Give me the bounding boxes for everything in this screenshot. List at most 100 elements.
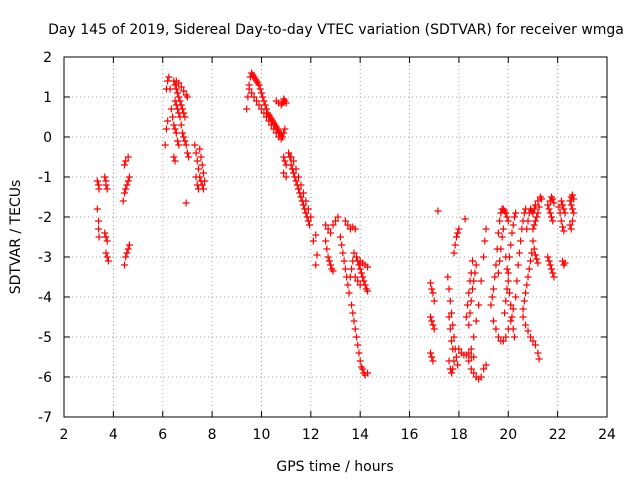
data-point — [489, 317, 497, 325]
data-point — [195, 165, 203, 173]
data-point — [176, 113, 184, 121]
data-point — [489, 285, 497, 293]
x-tick-label: 16 — [401, 427, 419, 443]
data-point — [244, 93, 252, 101]
data-point — [323, 245, 331, 253]
data-point — [95, 233, 103, 241]
data-point — [523, 225, 531, 233]
series-track-11.5 — [280, 149, 321, 269]
data-point — [561, 209, 569, 217]
x-tick-label: 12 — [302, 427, 320, 443]
x-axis-label: GPS time / hours — [276, 459, 393, 475]
data-point — [512, 293, 520, 301]
data-point — [280, 169, 288, 177]
data-point — [517, 237, 525, 245]
data-point — [102, 233, 110, 241]
data-point — [285, 149, 293, 157]
data-point — [123, 249, 131, 257]
data-point — [297, 193, 305, 201]
data-point — [197, 153, 205, 161]
data-point — [488, 293, 496, 301]
data-point — [525, 265, 533, 273]
data-point — [332, 217, 339, 225]
data-point — [299, 189, 307, 197]
data-point — [260, 97, 268, 105]
data-point — [529, 237, 537, 245]
x-tick-label: 8 — [208, 427, 217, 443]
data-point — [465, 349, 473, 357]
data-point — [329, 267, 337, 275]
data-point — [524, 327, 532, 335]
data-point — [93, 177, 101, 185]
plot-frame — [63, 56, 608, 418]
data-point — [248, 89, 256, 97]
data-point — [545, 205, 553, 213]
data-point — [555, 203, 563, 211]
data-point — [450, 333, 458, 341]
data-point — [312, 231, 320, 239]
data-point — [299, 201, 307, 209]
data-point — [467, 269, 475, 277]
data-point — [461, 215, 469, 223]
data-point — [177, 121, 185, 129]
series-track-20.8 — [519, 193, 546, 363]
series-track-21.8 — [544, 191, 578, 281]
data-point — [178, 129, 186, 137]
data-point — [535, 355, 543, 363]
data-point — [528, 249, 536, 257]
data-point — [290, 157, 298, 165]
data-point — [103, 237, 111, 245]
y-tick-label: -6 — [38, 370, 52, 386]
data-point — [544, 253, 552, 261]
data-point — [341, 265, 349, 273]
data-point — [324, 253, 332, 261]
data-point — [104, 257, 112, 265]
y-tick-label: 0 — [43, 130, 52, 146]
data-point — [507, 301, 515, 309]
data-point — [309, 237, 317, 245]
data-point — [448, 369, 456, 377]
data-point — [449, 345, 457, 353]
data-point — [454, 229, 462, 237]
data-point — [165, 73, 173, 81]
data-point — [120, 161, 128, 169]
grid — [64, 57, 607, 417]
data-point — [304, 205, 312, 213]
data-point — [175, 141, 183, 149]
data-point — [487, 301, 495, 309]
x-tick-label: 18 — [450, 427, 468, 443]
data-point — [566, 197, 574, 205]
data-point — [174, 137, 182, 145]
data-point — [547, 265, 555, 273]
data-point — [312, 261, 320, 269]
series-track-4.5 — [119, 153, 133, 269]
data-point — [464, 301, 472, 309]
data-point — [171, 125, 179, 133]
data-point — [120, 261, 128, 269]
data-point — [102, 249, 110, 257]
data-point — [470, 369, 478, 377]
data-point — [509, 305, 517, 313]
data-point — [336, 233, 344, 241]
y-tick-label: -1 — [38, 170, 52, 186]
x-tick-label: 4 — [109, 427, 118, 443]
data-point — [534, 349, 542, 357]
data-point — [198, 161, 206, 169]
data-point — [162, 125, 170, 133]
data-point — [531, 217, 539, 225]
data-point — [533, 255, 541, 263]
data-point — [561, 259, 569, 267]
data-point — [294, 173, 302, 181]
data-point — [524, 217, 532, 225]
data-point — [544, 201, 552, 209]
data-point — [339, 249, 347, 257]
data-point — [538, 195, 546, 203]
data-point — [359, 365, 367, 373]
data-point — [503, 265, 511, 273]
data-point — [430, 297, 438, 305]
data-point — [557, 217, 565, 225]
data-point — [494, 333, 502, 341]
data-point — [531, 251, 539, 259]
data-point — [161, 141, 169, 149]
